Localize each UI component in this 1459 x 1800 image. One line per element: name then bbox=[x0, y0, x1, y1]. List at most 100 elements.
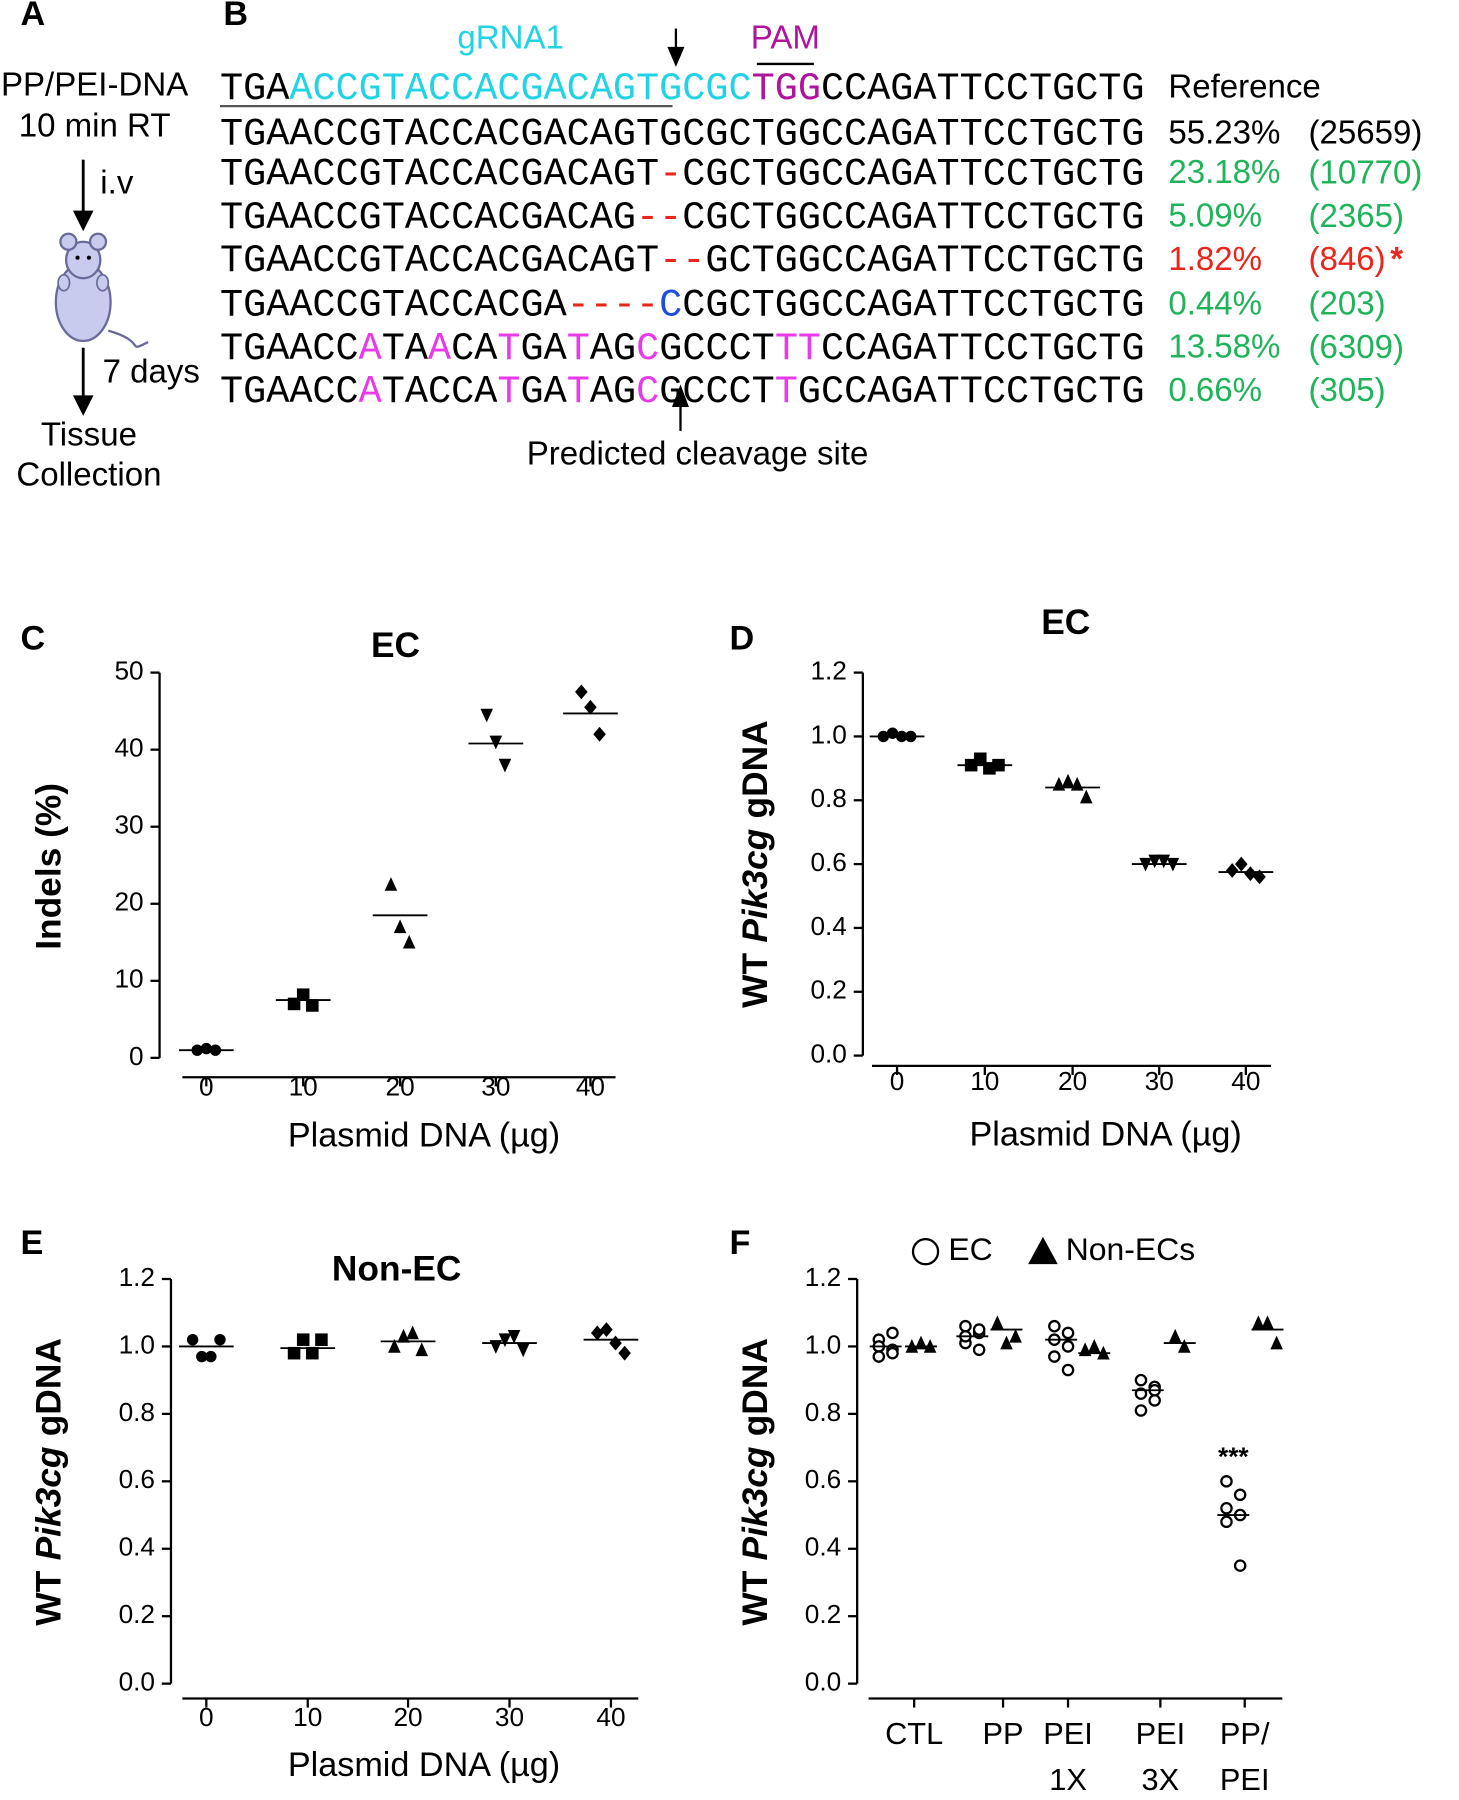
y-label-part: gDNA bbox=[736, 720, 775, 818]
data-point bbox=[507, 1330, 521, 1344]
count-value: (305) bbox=[1309, 372, 1386, 409]
sequence-segment: C bbox=[659, 284, 682, 328]
data-point bbox=[618, 1345, 631, 1361]
sequence-segment: TGAACCGTACCACGACAGTGCGCTGGCCAGATTCCTGCTG bbox=[220, 113, 1145, 157]
x-tick-label: PP bbox=[983, 1716, 1024, 1751]
sequence: TGAACCGTACCACGACAGTGCGCTGGCCAGATTCCTGCTG bbox=[220, 67, 1145, 111]
sequence-segment: TT bbox=[775, 327, 821, 371]
y-tick-label: 30 bbox=[114, 810, 143, 840]
data-point bbox=[489, 735, 503, 750]
sequence-segment: - bbox=[659, 153, 682, 197]
x-tick-label: PEI bbox=[1220, 1762, 1270, 1797]
sequence-segment: CA bbox=[451, 327, 498, 371]
data-point bbox=[1134, 1373, 1148, 1387]
y-tick-label: 0.6 bbox=[119, 1464, 155, 1494]
sequence-segment: TGAACC bbox=[220, 327, 359, 371]
data-point bbox=[498, 1333, 512, 1348]
panel-label: A bbox=[21, 0, 46, 33]
y-tick-label: 20 bbox=[114, 887, 143, 917]
protocol-text: 7 days bbox=[103, 354, 200, 391]
sequence-segment: AG bbox=[590, 370, 636, 414]
count-value: (25659) bbox=[1309, 114, 1423, 151]
y-tick-label: 1.2 bbox=[810, 656, 846, 686]
count-value: (846) bbox=[1309, 241, 1386, 278]
y-tick-label: 0 bbox=[129, 1041, 144, 1071]
data-point bbox=[872, 1350, 886, 1363]
data-point bbox=[205, 1350, 217, 1363]
data-point bbox=[1157, 854, 1171, 869]
data-point bbox=[306, 999, 319, 1012]
data-point bbox=[1061, 1363, 1075, 1377]
data-point bbox=[972, 1343, 986, 1357]
sequence-segment: ACCGTACCACGACAGTG bbox=[289, 67, 682, 111]
x-tick-label: 20 bbox=[393, 1702, 422, 1732]
data-point bbox=[480, 708, 493, 723]
x-axis-label: Plasmid DNA (µg) bbox=[288, 1117, 560, 1155]
percent: 5.09% bbox=[1168, 198, 1262, 235]
y-tick-label: 10 bbox=[114, 964, 143, 994]
sequence-segment: GCTGGCCAGATTCCTGCTG bbox=[705, 239, 1144, 283]
data-point bbox=[1244, 866, 1257, 882]
legend-label: EC bbox=[948, 1231, 992, 1267]
data-point bbox=[1148, 854, 1161, 869]
x-tick-label: 20 bbox=[1058, 1066, 1087, 1096]
x-tick-label: 30 bbox=[495, 1702, 524, 1732]
x-tick-label: 10 bbox=[289, 1072, 318, 1102]
chart-title: EC bbox=[1041, 603, 1090, 642]
data-point bbox=[296, 1333, 310, 1346]
legend-label: Non-ECs bbox=[1066, 1231, 1195, 1267]
sequence-segment: A bbox=[428, 327, 452, 371]
sequence-segment: T bbox=[497, 327, 520, 371]
sequence-segment: T bbox=[567, 370, 590, 414]
percent: 1.82% bbox=[1168, 241, 1262, 278]
y-axis-label: WT Pik3cg gDNA bbox=[30, 1338, 69, 1625]
sequence: TGAACCGTACCACGACAGT-CGCTGGCCAGATTCCTGCTG bbox=[220, 153, 1145, 197]
protocol-text: i.v bbox=[100, 164, 134, 201]
count-value: (203) bbox=[1309, 285, 1386, 322]
sequence-segment: GA bbox=[521, 327, 568, 371]
y-tick-label: 0.8 bbox=[810, 783, 846, 813]
sequence-segment: TGA bbox=[220, 67, 290, 111]
x-tick-label: 0 bbox=[199, 1702, 214, 1732]
sequence-segment: T bbox=[497, 370, 520, 414]
y-label-part: WT bbox=[736, 952, 775, 1007]
data-point bbox=[1148, 1394, 1161, 1407]
y-tick-label: 0.2 bbox=[805, 1599, 841, 1629]
protocol-text: PP/PEI-DNA bbox=[1, 66, 188, 103]
data-point bbox=[600, 1322, 613, 1337]
sequence: TGAACCATACCATGATAGCGCCCTTGCCAGATTCCTGCTG bbox=[220, 370, 1145, 414]
y-tick-label: 0.8 bbox=[805, 1397, 841, 1427]
y-axis-label: WT Pik3cg gDNA bbox=[736, 720, 775, 1007]
data-point bbox=[415, 1342, 429, 1357]
data-point bbox=[1052, 776, 1066, 791]
count-value: (2365) bbox=[1309, 198, 1405, 235]
x-axis-label: Plasmid DNA (µg) bbox=[288, 1746, 560, 1784]
data-point bbox=[402, 934, 416, 949]
sequence-segment: CGCTGGCCAGATTCCTGCTG bbox=[682, 153, 1144, 197]
data-point bbox=[186, 1333, 199, 1346]
y-tick-label: 0.2 bbox=[119, 1599, 155, 1629]
panel-label: B bbox=[223, 0, 248, 33]
sequence-segment: TGAACC bbox=[220, 370, 359, 414]
data-point bbox=[296, 988, 310, 1001]
protocol-text: Collection bbox=[16, 456, 161, 493]
sequence-segment: A bbox=[359, 370, 383, 414]
data-point bbox=[991, 1315, 1004, 1330]
panel-a-art bbox=[54, 159, 149, 416]
reference-label: Reference bbox=[1168, 69, 1320, 106]
data-point bbox=[498, 758, 512, 773]
panel-label: D bbox=[730, 620, 755, 658]
panel-label: C bbox=[21, 620, 46, 658]
y-tick-label: 0.4 bbox=[810, 911, 846, 941]
data-point bbox=[1061, 773, 1075, 788]
pam-label: PAM bbox=[751, 20, 820, 57]
data-point bbox=[1233, 1488, 1247, 1502]
sequence-segment: -- bbox=[659, 239, 705, 283]
count: (6309) bbox=[1309, 329, 1405, 366]
y-tick-label: 1.0 bbox=[119, 1329, 155, 1359]
sequence-segment: GCCAGATTCCTGCTG bbox=[798, 370, 1145, 414]
panel-b-art bbox=[219, 28, 814, 431]
data-point bbox=[1080, 789, 1093, 804]
sequence: TGAACCGTACCACGA----CCGCTGGCCAGATTCCTGCTG bbox=[220, 284, 1145, 328]
protocol-text: 10 min RT bbox=[19, 107, 171, 144]
